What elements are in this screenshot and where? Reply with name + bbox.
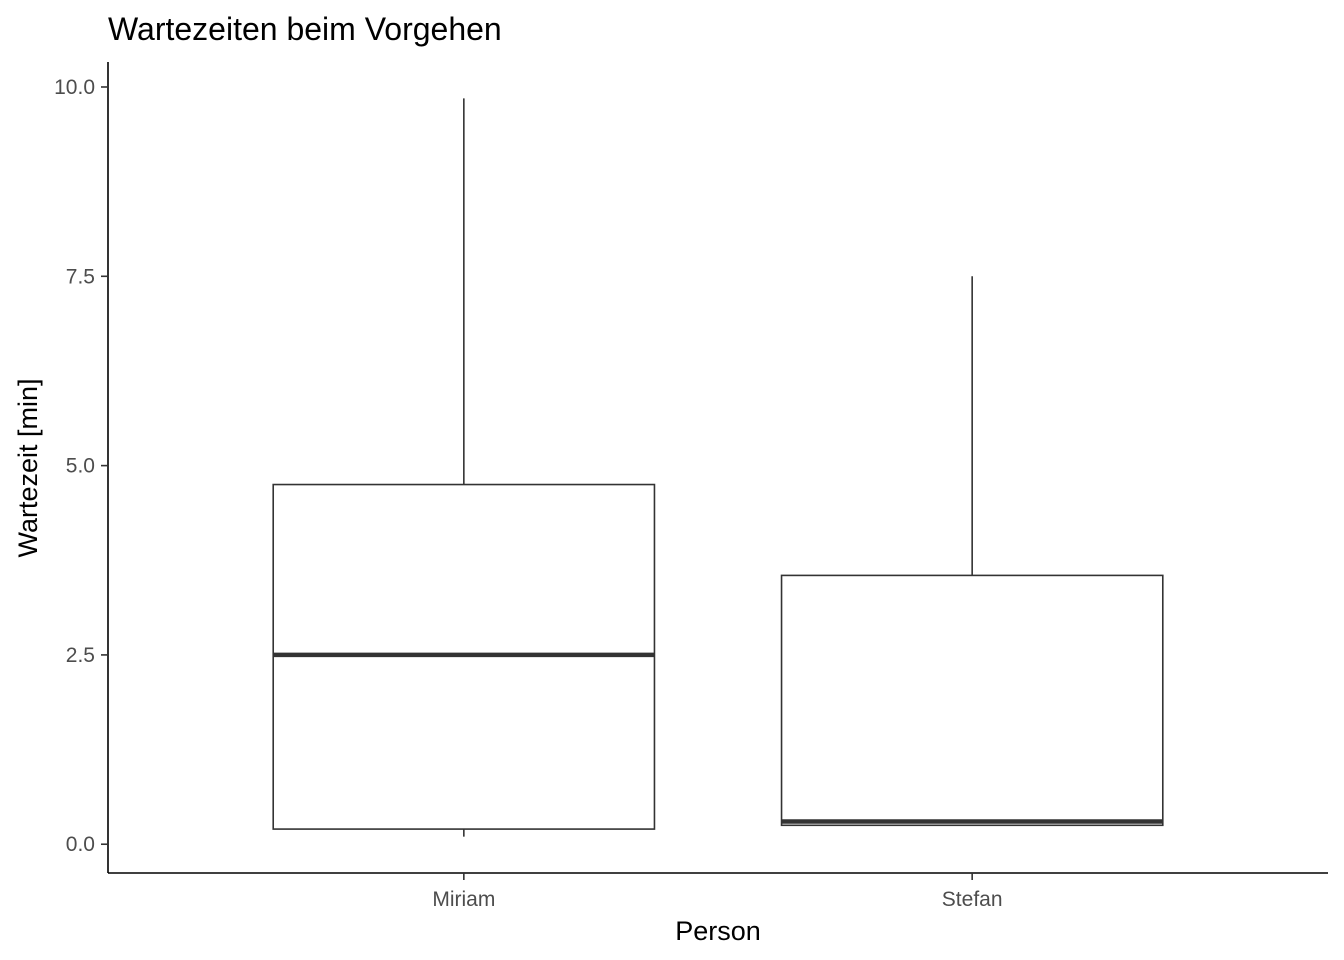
chart-title: Wartezeiten beim Vorgehen	[108, 11, 502, 47]
x-axis-title: Person	[675, 916, 761, 946]
box-stefan	[780, 574, 1164, 827]
y-axis-title: Wartezeit [min]	[13, 378, 43, 557]
x-tick-label: Miriam	[432, 888, 495, 911]
y-tick-label: 2.5	[66, 644, 95, 667]
x-tick-label: Stefan	[942, 888, 1003, 911]
y-tick-label: 7.5	[66, 265, 95, 288]
y-tick-label: 0.0	[66, 833, 95, 856]
y-tick-label: 5.0	[66, 455, 95, 478]
plot-area	[272, 98, 1164, 837]
y-tick-label: 10.0	[54, 76, 95, 99]
x-axis-ticks: Miriam Stefan	[432, 873, 1003, 911]
y-axis-ticks: 0.0 2.5 5.0 7.5 10.0	[54, 76, 108, 856]
